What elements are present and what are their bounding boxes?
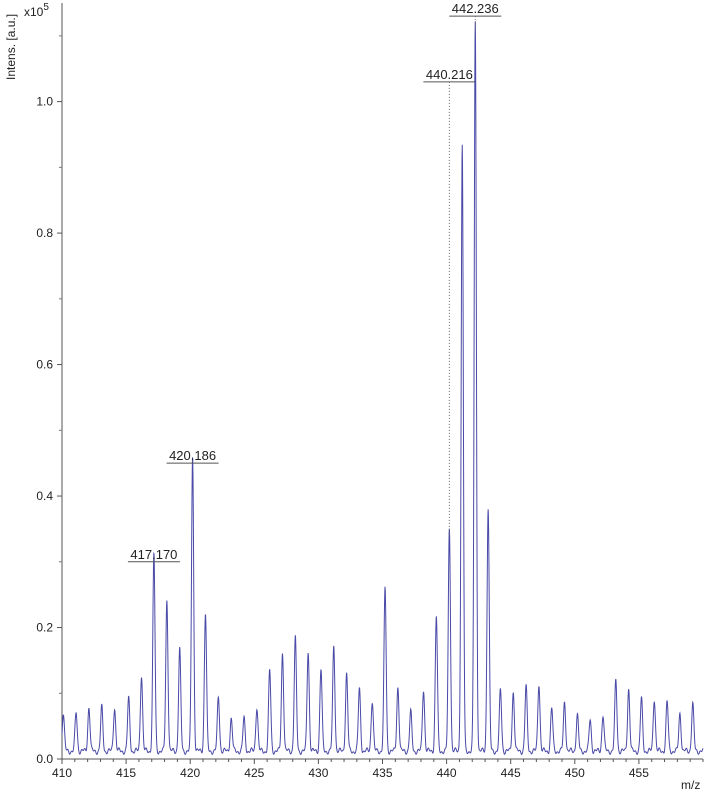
y-tick-label: 0.4 <box>36 489 53 503</box>
x-tick-label: 435 <box>372 766 392 780</box>
x-tick-label: 410 <box>52 766 72 780</box>
x-tick-label: 425 <box>244 766 264 780</box>
y-ticks: 0.0 0.2 0.4 0.6 0.8 1.0 <box>36 35 62 766</box>
peak-label: 442.236 <box>452 1 499 16</box>
x-tick-label: 450 <box>565 766 585 780</box>
peak-annotations: 417.170 420.186 440.216 442.236 <box>127 1 502 563</box>
x-tick-label: 430 <box>308 766 328 780</box>
peak-label: 440.216 <box>426 67 473 82</box>
y-axis-multiplier: x105 <box>24 2 49 19</box>
x-tick-label: 415 <box>116 766 136 780</box>
peak-label: 417.170 <box>130 547 177 562</box>
y-tick-label: 0.6 <box>36 358 53 372</box>
axes <box>61 3 703 760</box>
x-tick-label: 455 <box>629 766 649 780</box>
x-ticks: 410 415 420 425 430 435 440 445 450 455 <box>52 759 704 780</box>
x-tick-label: 445 <box>501 766 521 780</box>
y-tick-label: 1.0 <box>36 95 53 109</box>
y-multiplier-base: x10 <box>24 5 44 19</box>
y-tick-label: 0.0 <box>36 752 53 766</box>
y-axis-title: Intens. [a.u.] <box>4 14 18 80</box>
x-tick-label: 440 <box>437 766 457 780</box>
peak-label: 420.186 <box>169 448 216 463</box>
spectrum-line <box>61 21 704 755</box>
y-tick-label: 0.2 <box>36 621 53 635</box>
y-multiplier-exponent: 5 <box>43 2 49 13</box>
y-tick-label: 0.8 <box>36 226 53 240</box>
x-axis-title: m/z <box>681 778 700 792</box>
x-tick-label: 420 <box>180 766 200 780</box>
